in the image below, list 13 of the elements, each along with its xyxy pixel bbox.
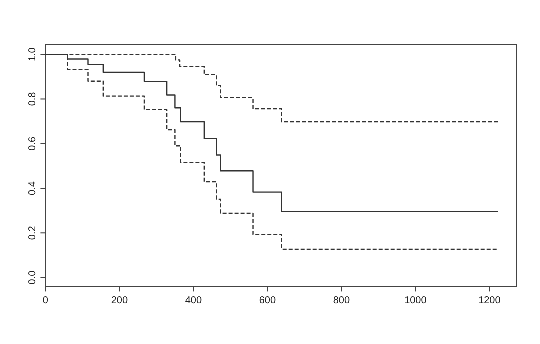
x-tick-label: 800 — [333, 296, 350, 307]
y-tick-label: 1.0 — [28, 47, 39, 62]
x-tick-label: 600 — [259, 296, 276, 307]
x-tick-label: 1200 — [478, 296, 502, 307]
x-tick-label: 1000 — [404, 296, 428, 307]
y-tick-label: 0.0 — [28, 270, 39, 285]
x-tick-label: 0 — [42, 296, 49, 307]
x-tick-label: 400 — [185, 296, 202, 307]
y-tick-label: 0.6 — [28, 136, 39, 151]
x-tick-label: 200 — [111, 296, 128, 307]
y-tick-label: 0.8 — [28, 92, 39, 106]
y-tick-label: 0.2 — [28, 226, 39, 240]
y-tick-label: 0.4 — [28, 181, 39, 196]
